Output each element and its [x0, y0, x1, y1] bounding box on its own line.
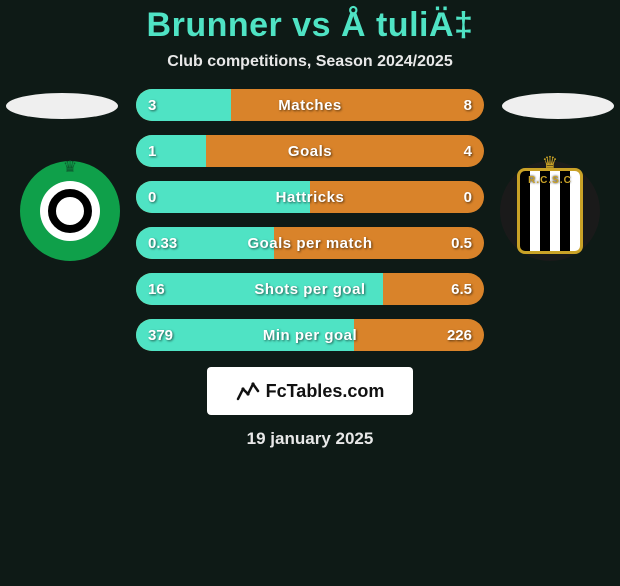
- stat-value-right: 0: [464, 181, 472, 213]
- cercle-brugge-icon: [40, 181, 100, 241]
- stat-value-right: 8: [464, 89, 472, 121]
- comparison-arena: ♛ ♛ R.C.S.C 3Matches81Goals40Hattricks00…: [0, 89, 620, 351]
- stat-value-right: 6.5: [451, 273, 472, 305]
- stat-bars: 3Matches8 1Goals4 0Hattricks0 0.33Goals per…: [136, 89, 484, 351]
- club-logo-left: ♛: [20, 161, 120, 261]
- brand-badge: FcTables.com: [207, 367, 413, 415]
- stat-label: Hattricks: [136, 181, 484, 213]
- stat-label: Shots per goal: [136, 273, 484, 305]
- charleroi-letters: R.C.S.C: [520, 175, 580, 186]
- stat-value-right: 4: [464, 135, 472, 167]
- club-logo-right: ♛ R.C.S.C: [500, 161, 600, 261]
- player-shadow-left: [6, 93, 118, 119]
- stat-label: Goals per match: [136, 227, 484, 259]
- player-shadow-right: [502, 93, 614, 119]
- stat-bar: 1Goals4: [136, 135, 484, 167]
- chart-icon: [236, 379, 262, 403]
- stat-bar: 379Min per goal226: [136, 319, 484, 351]
- comparison-title: Brunner vs Å tuliÄ‡: [0, 6, 620, 45]
- stat-bar: 0Hattricks0: [136, 181, 484, 213]
- stat-label: Matches: [136, 89, 484, 121]
- stat-value-right: 0.5: [451, 227, 472, 259]
- snapshot-date: 19 january 2025: [0, 429, 620, 449]
- stat-bar: 0.33Goals per match0.5: [136, 227, 484, 259]
- stat-label: Min per goal: [136, 319, 484, 351]
- stat-label: Goals: [136, 135, 484, 167]
- stat-bar: 3Matches8: [136, 89, 484, 121]
- stat-value-right: 226: [447, 319, 472, 351]
- comparison-subtitle: Club competitions, Season 2024/2025: [0, 53, 620, 71]
- charleroi-icon: R.C.S.C: [517, 168, 583, 254]
- crown-icon: ♛: [63, 157, 77, 177]
- brand-text: FcTables.com: [266, 381, 385, 402]
- stat-bar: 16Shots per goal6.5: [136, 273, 484, 305]
